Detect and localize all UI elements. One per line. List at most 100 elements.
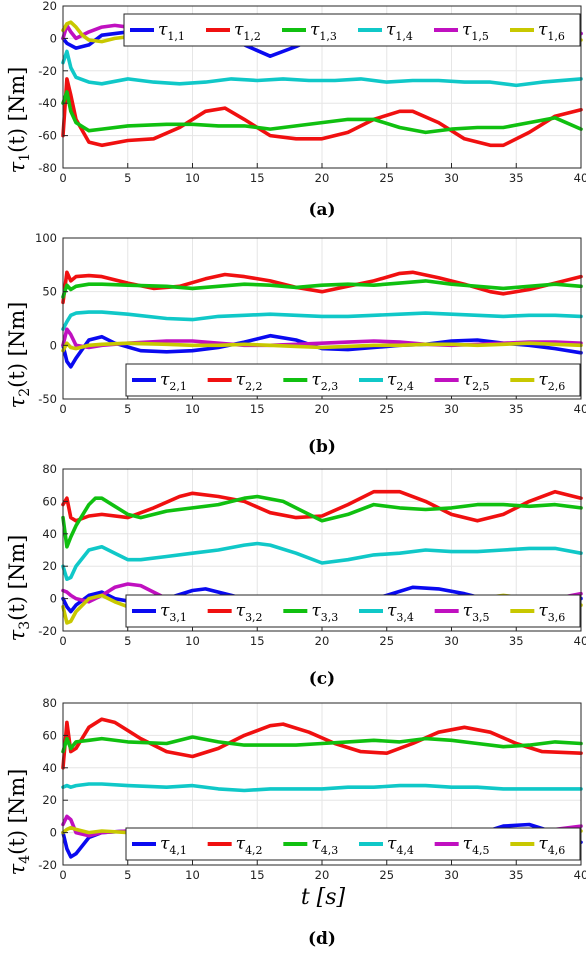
x-tick-label: 40 (574, 634, 586, 648)
y-tick-label: 60 (42, 494, 57, 508)
x-tick-label: 30 (444, 634, 459, 648)
legend: τ4,1 τ4,2 τ4,3 τ4,4 τ4,5 τ4,6 (125, 827, 581, 861)
x-tick-label: 35 (509, 868, 524, 882)
y-tick-label: 80 (42, 696, 57, 710)
panel-caption: (c) (309, 669, 335, 689)
series-line-3 (61, 735, 583, 754)
x-tick-label: 25 (379, 634, 394, 648)
x-axis-label: t [s] (301, 885, 346, 910)
legend-entry-5: τ4,5 (463, 834, 490, 857)
y-axis-label: τ4(t) [Nm] (5, 769, 33, 876)
x-tick-label: 40 (574, 868, 586, 882)
legend-entry-6: τ1,6 (538, 20, 565, 43)
y-tick-label: -40 (38, 96, 57, 110)
legend-entry-2: τ3,2 (236, 601, 263, 624)
series-line-6 (61, 341, 583, 353)
legend-entry-5: τ1,5 (462, 20, 489, 43)
y-tick-label: 40 (42, 527, 57, 541)
x-tick-label: 40 (574, 171, 586, 185)
legend-entry-6: τ4,6 (538, 834, 565, 857)
series-line-2 (61, 717, 583, 770)
x-tick-label: 35 (509, 171, 524, 185)
series-group (61, 270, 583, 369)
x-tick-label: 10 (185, 868, 200, 882)
y-axis-label: τ2(t) [Nm] (5, 302, 33, 409)
x-tick-label: 35 (509, 402, 524, 416)
y-tick-label: 20 (42, 559, 57, 573)
y-tick-label: 0 (50, 592, 57, 606)
y-tick-label: -20 (38, 64, 57, 78)
series-line-3 (61, 90, 583, 135)
x-tick-label: 15 (250, 634, 265, 648)
legend-entry-1: τ2,1 (160, 370, 187, 393)
legend-entry-6: τ2,6 (538, 370, 565, 393)
legend-box (125, 363, 581, 397)
legend-box (125, 594, 581, 628)
y-tick-label: -50 (38, 392, 57, 406)
series-line-4 (61, 310, 583, 331)
x-tick-label: 25 (379, 402, 394, 416)
legend: τ1,1 τ1,2 τ1,3 τ1,4 τ1,5 τ1,6 (123, 13, 581, 47)
series-line-4 (61, 782, 583, 793)
x-tick-label: 20 (315, 171, 330, 185)
x-tick-label: 30 (444, 171, 459, 185)
x-tick-label: 30 (444, 402, 459, 416)
y-tick-label: 60 (42, 728, 57, 742)
legend-entry-3: τ3,3 (311, 601, 338, 624)
x-tick-label: 15 (250, 171, 265, 185)
y-tick-label: 100 (35, 231, 57, 245)
legend-entry-4: τ4,4 (387, 834, 414, 857)
x-tick-label: 10 (185, 171, 200, 185)
y-axis-label: τ3(t) [Nm] (5, 535, 33, 642)
x-tick-label: 25 (379, 171, 394, 185)
panel-a: 0 5 10 15 20 25 30 35 40 -80 -60 -40 -20 0 20 τ1(t) [Nm… (5, 0, 586, 220)
legend-entry-2: τ1,2 (234, 20, 261, 43)
x-tick-label: 5 (124, 634, 131, 648)
series-line-2 (61, 270, 583, 305)
legend-entry-3: τ2,3 (311, 370, 338, 393)
x-tick-label: 20 (315, 402, 330, 416)
y-tick-label: 20 (42, 0, 57, 13)
x-tick-label: 20 (315, 634, 330, 648)
panel-caption: (d) (308, 929, 336, 949)
y-tick-label: 0 (50, 826, 57, 840)
y-tick-label: 80 (42, 462, 57, 476)
legend-entry-1: τ3,1 (160, 601, 187, 624)
x-tick-label: 20 (315, 868, 330, 882)
x-tick-label: 5 (124, 171, 131, 185)
y-tick-label: 20 (42, 793, 57, 807)
y-tick-label: -20 (38, 624, 57, 638)
y-tick-label: -60 (38, 129, 57, 143)
y-tick-label: 0 (50, 338, 57, 352)
x-tick-label: 0 (59, 868, 66, 882)
x-tick-label: 25 (379, 868, 394, 882)
legend-entry-1: τ1,1 (158, 20, 185, 43)
y-tick-label: 0 (50, 31, 57, 45)
legend: τ3,1 τ3,2 τ3,3 τ3,4 τ3,5 τ3,6 (125, 594, 581, 628)
y-axis-label: τ1(t) [Nm] (5, 67, 33, 174)
x-tick-label: 30 (444, 868, 459, 882)
x-tick-label: 5 (124, 868, 131, 882)
series-line-3 (61, 279, 583, 299)
x-tick-label: 5 (124, 402, 131, 416)
series-line-3 (61, 494, 583, 549)
legend-entry-2: τ4,2 (236, 834, 263, 857)
series-line-1 (61, 333, 583, 369)
legend-box (123, 13, 581, 47)
legend-entry-4: τ1,4 (386, 20, 413, 43)
x-tick-label: 10 (185, 402, 200, 416)
legend-entry-4: τ3,4 (387, 601, 414, 624)
x-tick-label: 0 (59, 634, 66, 648)
x-tick-label: 10 (185, 634, 200, 648)
x-tick-label: 35 (509, 634, 524, 648)
legend-entry-3: τ4,3 (311, 834, 338, 857)
panel-caption: (b) (308, 437, 336, 457)
legend-entry-3: τ1,3 (310, 20, 337, 43)
legend-box (125, 827, 581, 861)
series-line-2 (61, 77, 583, 148)
x-tick-label: 40 (574, 402, 586, 416)
series-line-2 (61, 489, 583, 523)
x-tick-label: 0 (59, 402, 66, 416)
